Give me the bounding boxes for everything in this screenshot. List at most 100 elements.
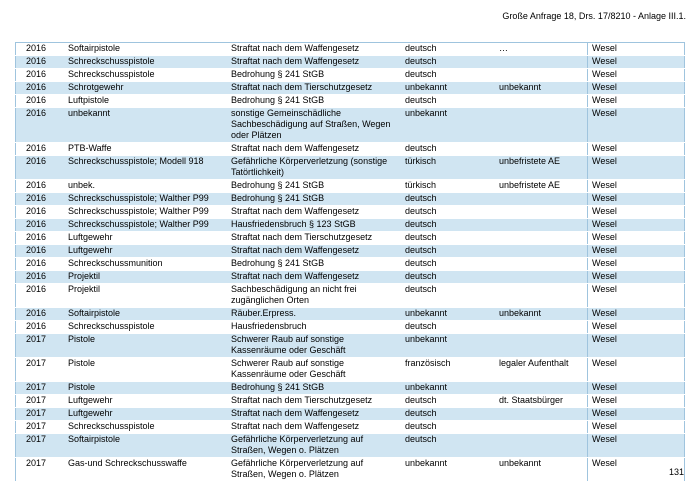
- cell-weapon: Softairpistole: [66, 307, 229, 321]
- cell-weapon: Schreckschusspistole; Walther P99: [66, 192, 229, 206]
- cell-nationality: unbekannt: [403, 457, 497, 482]
- cell-year: 2016: [15, 192, 66, 206]
- cell-nationality: deutsch: [403, 55, 497, 69]
- cell-year: 2016: [15, 81, 66, 95]
- cell-status: unbefristete AE: [497, 179, 588, 193]
- cell-status: …: [497, 42, 588, 56]
- cell-weapon: Luftpistole: [66, 94, 229, 108]
- cell-city: Wesel: [587, 179, 685, 193]
- cell-weapon: Schrotgewehr: [66, 81, 229, 95]
- cell-city: Wesel: [587, 68, 685, 82]
- cell-year: 2016: [15, 68, 66, 82]
- cell-offense: Straftat nach dem Waffengesetz: [229, 55, 403, 69]
- cell-offense: Bedrohung § 241 StGB: [229, 94, 403, 108]
- cell-nationality: unbekannt: [403, 333, 497, 358]
- cell-offense: Gefährliche Körperverletzung (sonstige T…: [229, 155, 403, 180]
- cell-status: unbefristete AE: [497, 155, 588, 180]
- cell-status: [497, 94, 588, 108]
- cell-status: [497, 283, 588, 308]
- cell-city: Wesel: [587, 457, 685, 482]
- cell-offense: Gefährliche Körperverletzung auf Straßen…: [229, 433, 403, 458]
- table-row: 2017 Softairpistole Gefährliche Körperverl…: [15, 433, 685, 458]
- cell-weapon: Schreckschusspistole: [66, 55, 229, 69]
- cell-weapon: unbekannt: [66, 107, 229, 143]
- cell-offense: Bedrohung § 241 StGB: [229, 381, 403, 395]
- cell-status: [497, 333, 588, 358]
- cell-weapon: Projektil: [66, 283, 229, 308]
- table-row: 2016 Schreckschusspistole; Walther P99 Str…: [15, 205, 685, 219]
- cell-status: [497, 320, 588, 334]
- cell-nationality: deutsch: [403, 94, 497, 108]
- cell-nationality: unbekannt: [403, 307, 497, 321]
- cell-nationality: unbekannt: [403, 81, 497, 95]
- cell-weapon: Softairpistole: [66, 42, 229, 56]
- cell-city: Wesel: [587, 333, 685, 358]
- cell-city: Wesel: [587, 270, 685, 284]
- cell-year: 2016: [15, 231, 66, 245]
- document-header: Große Anfrage 18, Drs. 17/8210 - Anlage …: [502, 11, 686, 21]
- cell-weapon: Gas-und Schreckschusswaffe: [66, 457, 229, 482]
- cell-year: 2017: [15, 407, 66, 421]
- table-row: 2016 Schreckschusspistole; Walther P99 Bed…: [15, 192, 685, 206]
- cell-city: Wesel: [587, 283, 685, 308]
- cell-weapon: Schreckschusspistole: [66, 68, 229, 82]
- cell-city: Wesel: [587, 244, 685, 258]
- cell-offense: Schwerer Raub auf sonstige Kassenräume o…: [229, 357, 403, 382]
- cell-status: unbekannt: [497, 81, 588, 95]
- cell-city: Wesel: [587, 42, 685, 56]
- cell-offense: Straftat nach dem Waffengesetz: [229, 42, 403, 56]
- table-row: 2016 Projektil Straftat nach dem Waffenges…: [15, 270, 685, 284]
- cell-city: Wesel: [587, 357, 685, 382]
- cell-year: 2017: [15, 457, 66, 482]
- table-row: 2017 Schreckschusspistole Straftat nach de…: [15, 420, 685, 434]
- cell-offense: Straftat nach dem Waffengesetz: [229, 420, 403, 434]
- cell-nationality: deutsch: [403, 270, 497, 284]
- table-row: 2017 Pistole Schwerer Raub auf sonstige Ka…: [15, 333, 685, 358]
- cell-nationality: französisch: [403, 357, 497, 382]
- cell-nationality: deutsch: [403, 68, 497, 82]
- table-row: 2017 Pistole Bedrohung § 241 StGB unbekannt…: [15, 381, 685, 395]
- cell-offense: Hausfriedensbruch § 123 StGB: [229, 218, 403, 232]
- cell-city: Wesel: [587, 257, 685, 271]
- cell-status: legaler Aufenthalt: [497, 357, 588, 382]
- cell-offense: Gefährliche Körperverletzung auf Straßen…: [229, 457, 403, 482]
- cell-city: Wesel: [587, 394, 685, 408]
- cell-status: [497, 205, 588, 219]
- cell-offense: Bedrohung § 241 StGB: [229, 257, 403, 271]
- table-row: 2016 PTB-Waffe Straftat nach dem Waffenges…: [15, 142, 685, 156]
- cell-year: 2017: [15, 381, 66, 395]
- cell-year: 2016: [15, 142, 66, 156]
- cell-offense: Räuber.Erpress.: [229, 307, 403, 321]
- cell-city: Wesel: [587, 192, 685, 206]
- cell-year: 2017: [15, 394, 66, 408]
- cell-offense: Straftat nach dem Waffengesetz: [229, 407, 403, 421]
- cell-weapon: Luftgewehr: [66, 407, 229, 421]
- cell-nationality: deutsch: [403, 283, 497, 308]
- cell-weapon: Pistole: [66, 357, 229, 382]
- cell-nationality: türkisch: [403, 179, 497, 193]
- cell-offense: Hausfriedensbruch: [229, 320, 403, 334]
- cell-nationality: deutsch: [403, 257, 497, 271]
- table-row: 2016 Softairpistole Räuber.Erpress. unbekan…: [15, 307, 685, 321]
- cell-nationality: deutsch: [403, 394, 497, 408]
- table-row: 2017 Gas-und Schreckschusswaffe Gefährlich…: [15, 457, 685, 482]
- cell-status: [497, 420, 588, 434]
- cell-nationality: deutsch: [403, 192, 497, 206]
- cell-status: [497, 142, 588, 156]
- cell-status: [497, 381, 588, 395]
- cell-year: 2016: [15, 218, 66, 232]
- cell-offense: Straftat nach dem Tierschutzgesetz: [229, 394, 403, 408]
- cell-city: Wesel: [587, 433, 685, 458]
- cell-nationality: unbekannt: [403, 107, 497, 143]
- offense-table: 2016 Softairpistole Straftat nach dem Waff…: [15, 42, 685, 482]
- table-row: 2016 Luftpistole Bedrohung § 241 StGB deuts…: [15, 94, 685, 108]
- cell-city: Wesel: [587, 381, 685, 395]
- cell-year: 2016: [15, 107, 66, 143]
- cell-weapon: Schreckschusspistole; Walther P99: [66, 218, 229, 232]
- cell-weapon: unbek.: [66, 179, 229, 193]
- cell-offense: Straftat nach dem Waffengesetz: [229, 270, 403, 284]
- page-number: 131: [668, 467, 684, 477]
- table-row: 2016 Schreckschusspistole Bedrohung § 241 …: [15, 68, 685, 82]
- cell-status: [497, 270, 588, 284]
- cell-status: [497, 433, 588, 458]
